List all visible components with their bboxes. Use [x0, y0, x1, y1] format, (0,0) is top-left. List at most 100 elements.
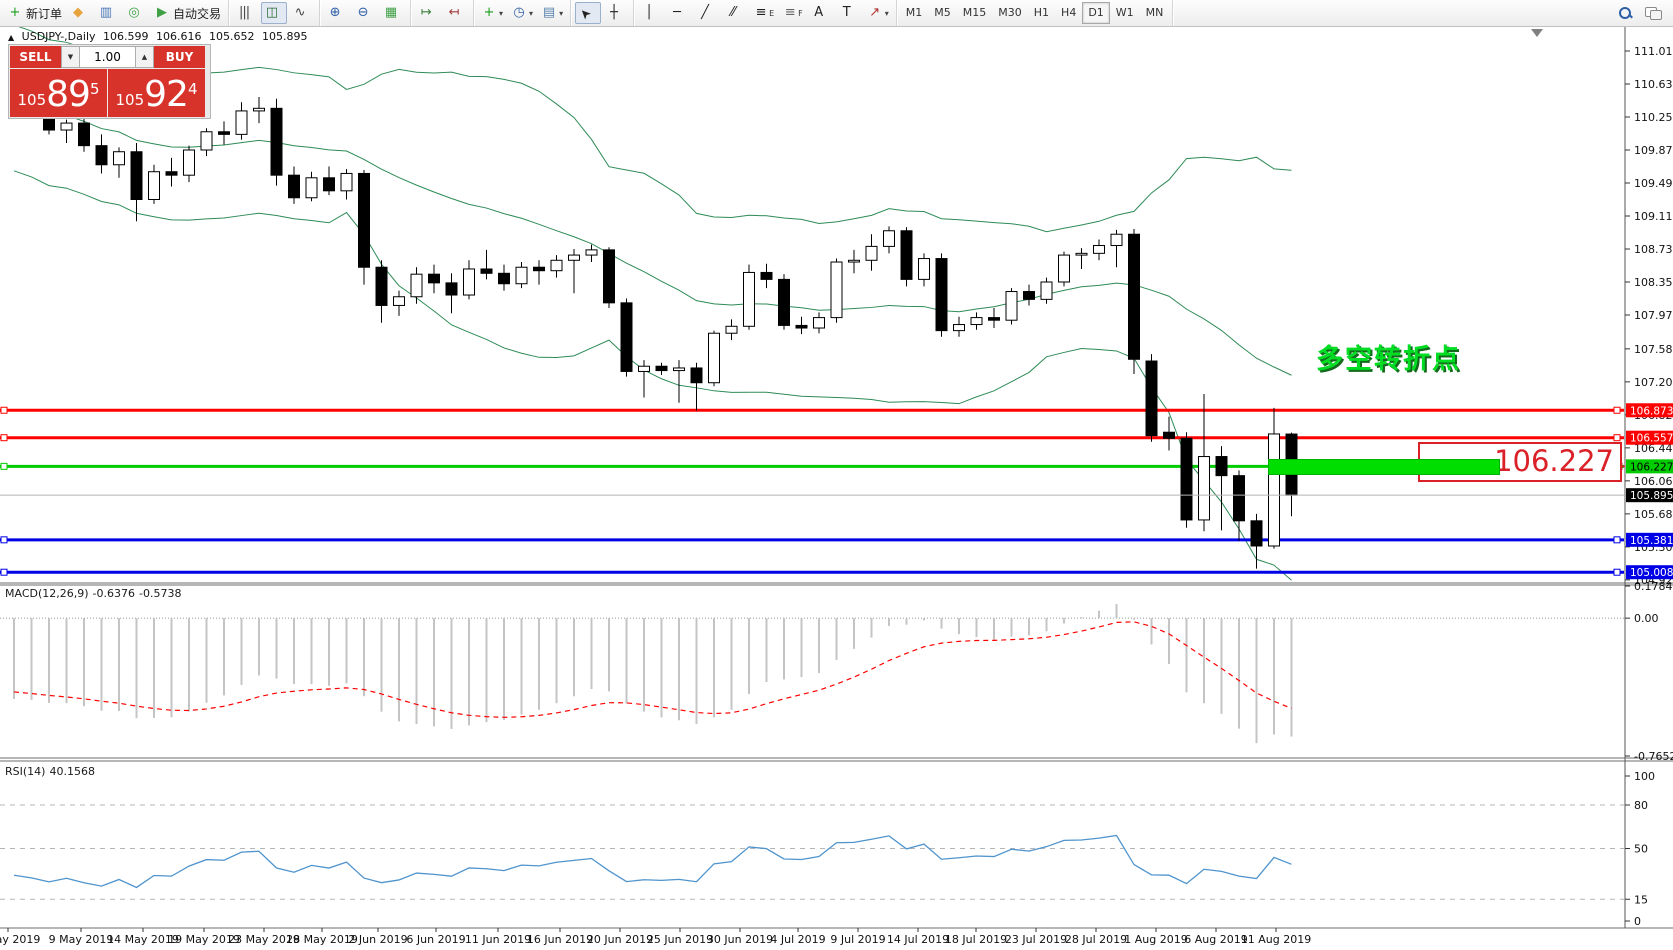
bull-candle [60, 122, 73, 131]
macd-indicator-label: MACD(12,26,9) -0.6376 -0.5738 [5, 587, 185, 600]
vertical-line-button[interactable]: │ [638, 2, 664, 24]
line-chart-button[interactable]: ∿ [289, 2, 315, 24]
date-tick-label: 14 Jul 2019 [887, 933, 949, 946]
bear-candle [1163, 431, 1175, 439]
rsi-pane [0, 804, 1624, 900]
line-handle[interactable] [0, 434, 8, 442]
navigator-button[interactable]: ◎ [123, 2, 149, 24]
candlestick-button[interactable]: ◫ [261, 2, 288, 24]
timeframe-m5[interactable]: M5 [934, 6, 951, 19]
line-handle[interactable] [1613, 568, 1621, 576]
bull-candle [883, 230, 895, 247]
line-handle[interactable] [0, 462, 8, 470]
text-label-button[interactable]: T [836, 2, 862, 24]
buy-price-figure: 105 [115, 91, 145, 109]
price-axis[interactable]: 111.010 110.630 110.250 109.870 109.490 109.1… [1625, 45, 1673, 928]
bull-candle [918, 258, 930, 280]
pivot-highlight-bar[interactable] [1268, 459, 1500, 476]
arrows-button[interactable]: ↗ ▾ [864, 2, 892, 24]
bear-candle [288, 174, 300, 199]
timeframe-d1[interactable]: D1 [1082, 2, 1110, 24]
text-button[interactable]: A [808, 2, 834, 24]
fibonacci-icon-sub: E [769, 8, 775, 18]
crosshair-button[interactable]: ┼ [603, 2, 629, 24]
timeframe-m30[interactable]: M30 [998, 6, 1022, 19]
macd-tick-label: -0.7652 [1634, 750, 1673, 763]
toolbar-group: ➤ ┼ [571, 0, 635, 26]
turning-point-annotation[interactable]: 多空转折点 [1316, 344, 1461, 375]
chart-window-button[interactable]: ▥ [95, 2, 121, 24]
timeframe-h1[interactable]: H1 [1033, 6, 1050, 19]
volume-increase-button[interactable]: ▲ [135, 46, 154, 68]
ohlc-open: 106.599 [103, 30, 149, 43]
new-order-button-label: 新订单 [26, 6, 63, 21]
sell-button[interactable]: SELL [10, 46, 61, 68]
buy-button[interactable]: BUY [154, 46, 205, 68]
timeframe-h4[interactable]: H4 [1061, 6, 1077, 19]
line-handle[interactable] [0, 536, 8, 544]
bull-candle [410, 273, 423, 298]
auto-scroll-button[interactable]: ↦ [415, 2, 441, 24]
channel-button[interactable]: ⁄⁄ [722, 2, 748, 24]
templates-button[interactable]: ▤ ▾ [538, 2, 566, 24]
volume-input[interactable] [80, 46, 135, 68]
bollinger-upper-band [18, 27, 1292, 233]
bear-candle [78, 122, 90, 147]
chevron-down-icon[interactable]: ▾ [529, 8, 534, 18]
symbols-button[interactable]: ◆ [67, 2, 93, 24]
bull-candle [673, 367, 685, 372]
resistance-price-chip: 106.557 [1626, 430, 1673, 445]
line-handle[interactable] [0, 568, 8, 576]
rsi-tick-label: 80 [1634, 799, 1648, 812]
date-tick-label: 16 Jun 2019 [527, 933, 593, 946]
line-handle[interactable] [0, 406, 8, 414]
buy-price-point: 4 [187, 80, 198, 98]
bear-candle [988, 317, 1000, 321]
new-order-button[interactable]: + 新订单 [4, 2, 65, 24]
cursor-button[interactable]: ➤ [575, 2, 602, 24]
bear-candle [900, 230, 913, 280]
date-tick-label: 18 Jul 2019 [945, 933, 1007, 946]
periods-button[interactable]: ◷ ▾ [508, 2, 536, 24]
chevron-down-icon[interactable]: ▾ [884, 8, 889, 18]
bull-candle [463, 268, 475, 296]
tile-windows-button[interactable]: ▦ [380, 2, 406, 24]
timeframe-w1[interactable]: W1 [1115, 6, 1134, 19]
trendline-button[interactable]: ╱ [694, 2, 720, 24]
bear-candle [760, 271, 773, 280]
chart-window-icon: ▥ [99, 5, 113, 20]
chevron-down-icon[interactable]: ▾ [499, 8, 504, 18]
line-handle[interactable] [1613, 434, 1621, 442]
chart-shift-marker[interactable] [1531, 29, 1543, 37]
ohlc-low: 105.652 [209, 30, 255, 43]
chart-shift-button[interactable]: ↤ [443, 2, 469, 24]
search-icon[interactable] [1617, 5, 1633, 21]
autotrading-button[interactable]: ▶ 自动交易 [151, 2, 224, 24]
bar-chart-button[interactable]: ||| [233, 2, 259, 24]
price-tick-label: 109.110 [1634, 210, 1673, 223]
zoom-out-button[interactable]: ⊖ [352, 2, 378, 24]
text-label-icon: T [842, 5, 851, 20]
horizontal-line-button[interactable]: ─ [666, 2, 692, 24]
zoom-in-button[interactable]: ⊕ [324, 2, 350, 24]
buy-price-button[interactable]: 105 92 4 [108, 69, 205, 117]
line-handle[interactable] [1613, 536, 1621, 544]
chevron-down-icon[interactable]: ▾ [559, 8, 564, 18]
chat-icon[interactable] [1645, 7, 1662, 20]
indicators-button[interactable]: + ▾ [478, 2, 506, 24]
timeframe-m1[interactable]: M1 [905, 6, 923, 19]
bear-candle [1180, 437, 1193, 521]
sell-price-button[interactable]: 105 89 5 [10, 69, 107, 117]
rsi-tick-label: 0 [1634, 915, 1641, 928]
crosshair-icon: ┼ [610, 5, 618, 20]
line-handle[interactable] [1613, 406, 1621, 414]
fibonacci-fan-button[interactable]: ≡ F [779, 2, 806, 24]
rsi-tick-label: 50 [1634, 843, 1648, 856]
bear-candle [1023, 291, 1035, 300]
timeframe-m15[interactable]: M15 [962, 6, 987, 19]
fibonacci-button[interactable]: ≡ E [750, 2, 777, 24]
volume-decrease-button[interactable]: ▼ [61, 46, 80, 68]
timeframe-mn[interactable]: MN [1145, 6, 1164, 19]
date-tick-label: 23 May 2019 [228, 933, 300, 946]
